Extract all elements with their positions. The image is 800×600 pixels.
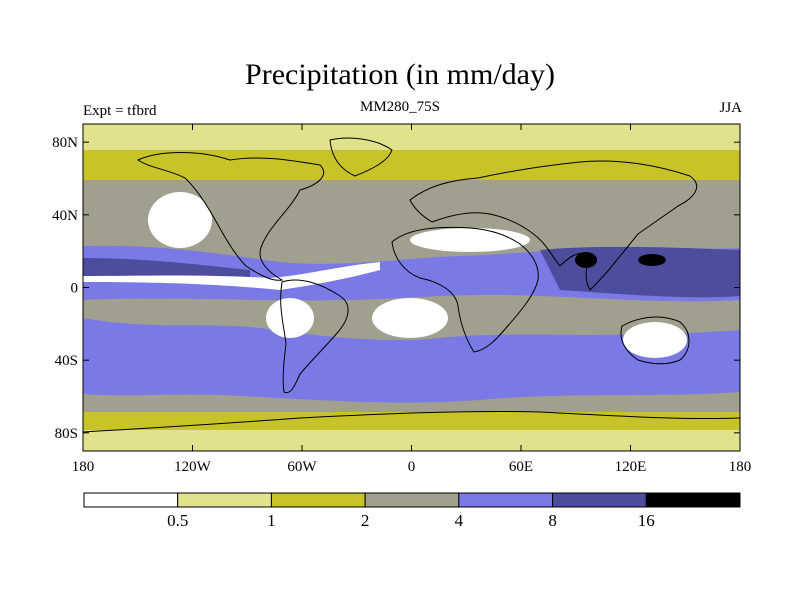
case-label: MM280_75S bbox=[359, 99, 441, 115]
colorbar-swatch bbox=[364, 492, 460, 508]
dry-sahara bbox=[410, 228, 530, 252]
coast-africa bbox=[391, 226, 539, 353]
colorbar-swatch bbox=[458, 492, 554, 508]
extreme-philippines bbox=[638, 254, 666, 266]
x-tick-label: 120W bbox=[174, 459, 212, 475]
axis-ticks: 80N 40N 0 40S 80S 180 120W 60W 0 60E 120E 180 bbox=[52, 124, 751, 475]
map-title: Precipitation (in mm/day) bbox=[245, 58, 555, 91]
colorbar-label: 8 bbox=[548, 511, 557, 530]
colorbar-swatch bbox=[645, 492, 741, 508]
x-tick-label: 120E bbox=[615, 459, 647, 475]
x-tick-label: 60E bbox=[509, 459, 533, 475]
coast-eurasia bbox=[409, 160, 698, 291]
x-tick-label: 180 bbox=[729, 459, 752, 475]
colorbar-label: 4 bbox=[455, 511, 464, 530]
colorbar-swatch bbox=[270, 492, 366, 508]
coast-south-america bbox=[280, 279, 349, 394]
coast-greenland bbox=[329, 137, 393, 177]
map-field bbox=[83, 124, 740, 451]
band-south-subpolar bbox=[83, 412, 740, 430]
coast-north-america bbox=[136, 152, 325, 281]
y-tick-label: 40N bbox=[52, 208, 78, 224]
dry-south-atlantic bbox=[372, 298, 448, 338]
extreme-bay-of-bengal bbox=[575, 252, 597, 268]
season-label: JJA bbox=[719, 100, 742, 116]
colorbar-label: 2 bbox=[361, 511, 370, 530]
x-tick-label: 0 bbox=[408, 459, 416, 475]
coast-australia bbox=[620, 316, 690, 365]
colorbar-label: 1 bbox=[267, 511, 276, 530]
colorbar-swatch bbox=[177, 492, 272, 508]
x-tick-label: 180 bbox=[72, 459, 95, 475]
heavy-indian bbox=[540, 246, 740, 298]
dry-south-america bbox=[266, 298, 314, 338]
y-tick-label: 0 bbox=[71, 281, 79, 297]
band-antarctic bbox=[83, 428, 740, 451]
band-north-mid bbox=[83, 150, 740, 180]
southern-storm-track bbox=[83, 318, 740, 403]
y-tick-label: 40S bbox=[55, 353, 78, 369]
coastlines bbox=[82, 137, 741, 433]
y-tick-label: 80N bbox=[52, 135, 78, 151]
experiment-label: Expt = tfbrd bbox=[83, 103, 157, 119]
colorbar-swatch bbox=[83, 492, 179, 508]
coast-antarctica bbox=[82, 410, 741, 433]
colorbar-label: 0.5 bbox=[167, 511, 188, 530]
equatorial-dry-tongue bbox=[83, 262, 380, 290]
x-tick-label: 60W bbox=[287, 459, 317, 475]
colorbar-label: 16 bbox=[638, 511, 655, 530]
dry-australia bbox=[623, 322, 687, 358]
colorbar-swatch bbox=[552, 492, 647, 508]
colorbar: 0.5 1 2 4 8 16 bbox=[83, 492, 741, 530]
y-tick-label: 80S bbox=[55, 426, 78, 442]
dry-north-pacific bbox=[148, 192, 212, 248]
